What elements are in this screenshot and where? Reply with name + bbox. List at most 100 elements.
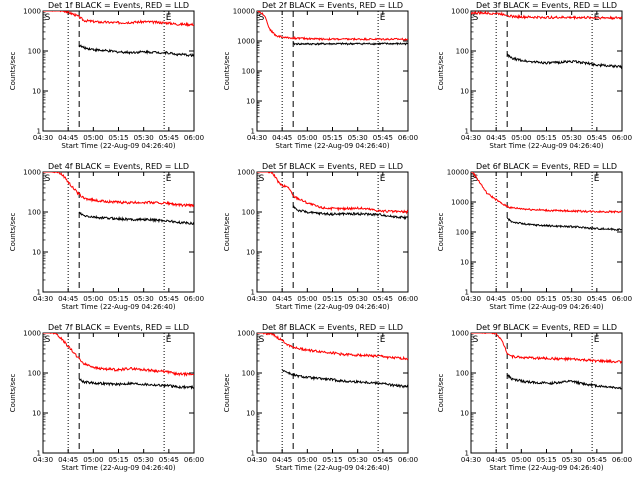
end-marker: E — [380, 13, 386, 23]
y-tick-label: 100 — [242, 370, 255, 378]
y-tick-label: 1000 — [451, 8, 469, 16]
x-tick-label: 04:30 — [247, 295, 267, 303]
end-marker: E — [594, 174, 600, 184]
y-tick-label: 10 — [246, 410, 255, 418]
y-tick-label: 1000 — [237, 169, 255, 177]
y-axis-label: Counts/sec — [223, 52, 231, 91]
x-tick-label: 05:45 — [159, 456, 179, 464]
end-marker: E — [166, 335, 172, 345]
start-marker: S — [259, 174, 265, 184]
lld-series-line — [43, 333, 194, 378]
x-axis-label: Start Time (22-Aug-09 04:26:40) — [489, 142, 603, 150]
x-tick-label: 05:30 — [562, 134, 582, 142]
x-tick-label: 05:30 — [348, 134, 368, 142]
y-tick-label: 100 — [28, 48, 41, 56]
x-tick-label: 05:00 — [83, 134, 103, 142]
y-tick-label: 1000 — [23, 169, 41, 177]
events-series-line — [293, 205, 408, 221]
lld-series-line — [43, 11, 194, 28]
y-tick-label: 10 — [32, 249, 41, 257]
x-tick-label: 04:45 — [486, 134, 506, 142]
x-tick-label: 06:00 — [184, 295, 204, 303]
x-tick-label: 06:00 — [184, 456, 204, 464]
x-tick-label: 05:00 — [511, 134, 531, 142]
x-axis-label: Start Time (22-Aug-09 04:26:40) — [489, 464, 603, 472]
x-axis-label: Start Time (22-Aug-09 04:26:40) — [489, 303, 603, 311]
events-series-line — [292, 42, 408, 46]
panel-title: Det 5f BLACK = Events, RED = LLD — [262, 162, 403, 171]
x-tick-label: 06:00 — [398, 134, 418, 142]
x-tick-label: 05:30 — [348, 456, 368, 464]
x-tick-label: 04:45 — [58, 295, 78, 303]
events-series-line — [506, 374, 622, 390]
x-tick-label: 05:15 — [536, 134, 556, 142]
x-tick-label: 04:45 — [58, 134, 78, 142]
x-axis-label: Start Time (22-Aug-09 04:26:40) — [275, 464, 389, 472]
x-tick-label: 05:00 — [83, 295, 103, 303]
panel-title: Det 6f BLACK = Events, RED = LLD — [476, 162, 617, 171]
x-tick-label: 06:00 — [612, 456, 632, 464]
y-tick-label: 10 — [460, 88, 469, 96]
x-tick-label: 05:45 — [159, 295, 179, 303]
x-tick-label: 05:00 — [83, 456, 103, 464]
x-tick-label: 04:30 — [33, 134, 53, 142]
y-tick-label: 10000 — [233, 8, 255, 16]
start-marker: S — [259, 335, 265, 345]
y-tick-label: 1000 — [237, 330, 255, 338]
start-marker: S — [45, 13, 51, 23]
x-tick-label: 04:30 — [461, 134, 481, 142]
x-tick-label: 05:45 — [373, 134, 393, 142]
panel-title: Det 8f BLACK = Events, RED = LLD — [262, 323, 403, 332]
x-tick-label: 04:30 — [461, 295, 481, 303]
x-tick-label: 05:15 — [322, 134, 342, 142]
events-series-line — [282, 369, 408, 389]
y-tick-label: 1000 — [237, 38, 255, 46]
end-marker: E — [166, 13, 172, 23]
end-marker: E — [380, 335, 386, 345]
y-tick-label: 100 — [28, 370, 41, 378]
x-axis-label: Start Time (22-Aug-09 04:26:40) — [275, 303, 389, 311]
x-tick-label: 05:15 — [108, 134, 128, 142]
x-tick-label: 05:15 — [322, 456, 342, 464]
detector-panel: Det 8f BLACK = Events, RED = LLD 1 10 100 10… — [223, 323, 418, 472]
x-tick-label: 05:45 — [373, 295, 393, 303]
x-tick-label: 05:00 — [511, 456, 531, 464]
x-tick-label: 04:45 — [486, 295, 506, 303]
x-tick-label: 05:15 — [108, 456, 128, 464]
detector-panel: Det 6f BLACK = Events, RED = LLD 1 10 100 10… — [437, 162, 632, 311]
y-tick-label: 1000 — [23, 330, 41, 338]
x-tick-label: 04:45 — [58, 456, 78, 464]
x-tick-label: 06:00 — [612, 295, 632, 303]
x-tick-label: 05:30 — [134, 456, 154, 464]
x-tick-label: 04:30 — [33, 456, 53, 464]
panel-title: Det 4f BLACK = Events, RED = LLD — [48, 162, 189, 171]
plot-frame — [256, 332, 409, 454]
x-tick-label: 05:00 — [297, 456, 317, 464]
y-tick-label: 100 — [28, 209, 41, 217]
detector-panel: Det 3f BLACK = Events, RED = LLD 1 10 100 10… — [437, 1, 632, 150]
start-marker: S — [259, 13, 265, 23]
x-tick-label: 05:45 — [587, 295, 607, 303]
detector-panel: Det 1f BLACK = Events, RED = LLD 1 10 100 10… — [9, 1, 204, 150]
x-tick-label: 06:00 — [398, 295, 418, 303]
x-tick-label: 05:30 — [134, 134, 154, 142]
y-tick-label: 100 — [456, 48, 469, 56]
y-tick-label: 1000 — [451, 199, 469, 207]
start-marker: S — [45, 335, 51, 345]
x-tick-label: 04:30 — [247, 134, 267, 142]
lld-series-line — [257, 172, 408, 215]
y-axis-label: Counts/sec — [437, 52, 445, 91]
x-tick-label: 05:45 — [587, 134, 607, 142]
y-tick-label: 10 — [246, 249, 255, 257]
x-tick-label: 04:30 — [247, 456, 267, 464]
x-tick-label: 05:15 — [322, 295, 342, 303]
detector-panel: Det 7f BLACK = Events, RED = LLD 1 10 100 10… — [9, 323, 204, 472]
y-tick-label: 1 — [251, 128, 255, 136]
plot-frame — [256, 171, 409, 293]
events-series-line — [78, 378, 194, 390]
x-tick-label: 05:30 — [348, 295, 368, 303]
x-axis-label: Start Time (22-Aug-09 04:26:40) — [61, 303, 175, 311]
x-tick-label: 05:00 — [511, 295, 531, 303]
y-tick-label: 10 — [32, 410, 41, 418]
